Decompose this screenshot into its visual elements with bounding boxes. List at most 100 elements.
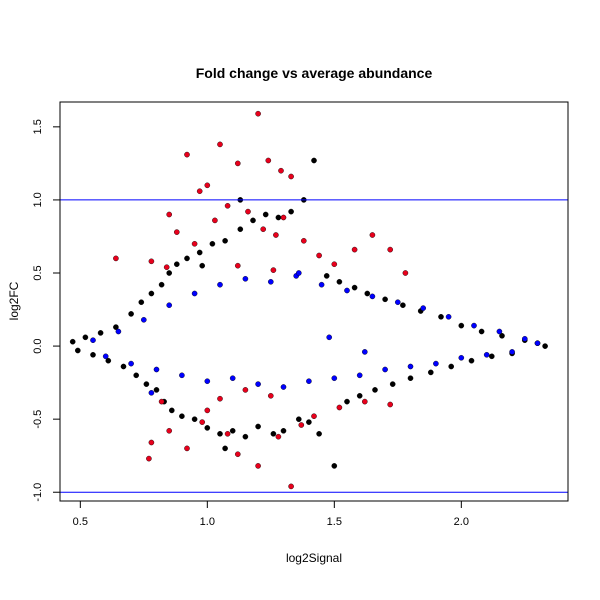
- data-point-red: [173, 229, 180, 235]
- data-point-black: [499, 332, 505, 339]
- data-point-black: [199, 262, 205, 269]
- data-point-red: [166, 427, 172, 434]
- data-point-red: [260, 226, 267, 232]
- data-point-black: [280, 427, 287, 434]
- x-tick-label: 0.5: [73, 516, 88, 528]
- data-point-black: [478, 328, 485, 335]
- data-point-black: [331, 463, 338, 469]
- data-point-red: [184, 445, 190, 452]
- data-point-red: [166, 211, 172, 218]
- y-axis: -1.0 -0.5 0.0 0.5 1.0 1.5: [32, 119, 61, 502]
- data-point-black: [158, 281, 165, 288]
- data-point-red: [191, 240, 198, 247]
- data-point-blue: [356, 372, 363, 379]
- data-point-red: [351, 246, 358, 253]
- data-point-red: [212, 217, 218, 224]
- data-point-black: [270, 430, 277, 437]
- y-tick-label: 0.0: [32, 338, 44, 353]
- data-point-black: [448, 363, 455, 370]
- data-point-red: [196, 188, 203, 194]
- data-point-black: [204, 425, 211, 431]
- data-point-black: [69, 338, 76, 345]
- data-point-red: [234, 262, 241, 269]
- data-point-blue: [445, 313, 452, 320]
- data-point-red: [402, 270, 409, 276]
- data-point-red: [242, 387, 249, 393]
- y-tick-label: 1.0: [32, 192, 44, 207]
- data-point-blue: [420, 305, 427, 311]
- data-point-black: [222, 237, 228, 244]
- data-point-black: [217, 430, 223, 437]
- data-point-red: [275, 433, 282, 440]
- data-point-red: [204, 182, 211, 189]
- data-point-black: [427, 369, 434, 376]
- data-point-black: [143, 381, 150, 387]
- data-point-blue: [267, 278, 274, 285]
- data-point-black: [113, 324, 119, 330]
- data-point-black: [275, 214, 282, 221]
- data-point-black: [138, 299, 145, 306]
- data-point-black: [438, 313, 444, 320]
- data-point-black: [351, 284, 358, 291]
- data-point-blue: [306, 378, 312, 385]
- data-point-red: [158, 398, 165, 405]
- data-point-red: [270, 267, 277, 273]
- data-point-red: [148, 258, 155, 265]
- data-point-black: [191, 416, 198, 423]
- data-point-blue: [255, 381, 261, 387]
- data-point-blue: [229, 375, 236, 382]
- data-point-black: [255, 423, 261, 430]
- data-point-black: [542, 343, 548, 349]
- data-point-blue: [326, 334, 333, 341]
- data-point-black: [468, 357, 475, 364]
- data-point-blue: [153, 366, 160, 373]
- data-point-black: [173, 261, 180, 268]
- data-point-black: [488, 353, 495, 360]
- data-point-red: [288, 173, 294, 180]
- data-point-blue: [496, 328, 503, 335]
- data-point-red: [234, 451, 241, 458]
- data-point-black: [242, 433, 249, 440]
- data-point-red: [265, 157, 272, 164]
- y-tick-label: 1.5: [32, 119, 44, 134]
- data-point-blue: [295, 270, 302, 276]
- data-point-blue: [344, 287, 350, 294]
- data-point-black: [372, 387, 378, 393]
- data-point-black: [229, 427, 236, 434]
- data-points: [69, 110, 548, 490]
- data-point-red: [278, 167, 284, 174]
- data-point-red: [224, 430, 231, 437]
- data-point-red: [331, 261, 338, 268]
- data-point-red: [300, 237, 307, 244]
- data-point-black: [179, 413, 185, 420]
- data-point-black: [262, 211, 269, 218]
- data-point-red: [288, 483, 294, 490]
- data-point-black: [97, 330, 104, 336]
- data-point-black: [407, 375, 414, 382]
- data-point-black: [133, 372, 139, 379]
- data-point-black: [166, 270, 172, 276]
- data-point-black: [306, 419, 312, 425]
- data-point-black: [295, 416, 302, 423]
- data-point-black: [184, 255, 190, 262]
- x-tick-label: 1.0: [200, 516, 215, 528]
- data-point-black: [382, 296, 388, 303]
- data-point-black: [250, 217, 256, 224]
- data-point-red: [163, 264, 170, 271]
- data-point-blue: [331, 375, 338, 382]
- data-point-blue: [433, 360, 439, 367]
- data-point-blue: [140, 316, 147, 323]
- data-point-blue: [509, 349, 515, 355]
- data-point-black: [82, 334, 89, 341]
- data-point-black: [288, 208, 294, 215]
- data-point-blue: [483, 351, 490, 358]
- data-point-red: [255, 463, 261, 469]
- data-point-black: [364, 290, 371, 297]
- data-point-black: [316, 430, 322, 437]
- data-point-blue: [128, 360, 134, 367]
- data-point-blue: [471, 322, 477, 329]
- data-point-blue: [90, 337, 96, 344]
- data-point-blue: [522, 335, 528, 342]
- data-point-blue: [361, 349, 368, 355]
